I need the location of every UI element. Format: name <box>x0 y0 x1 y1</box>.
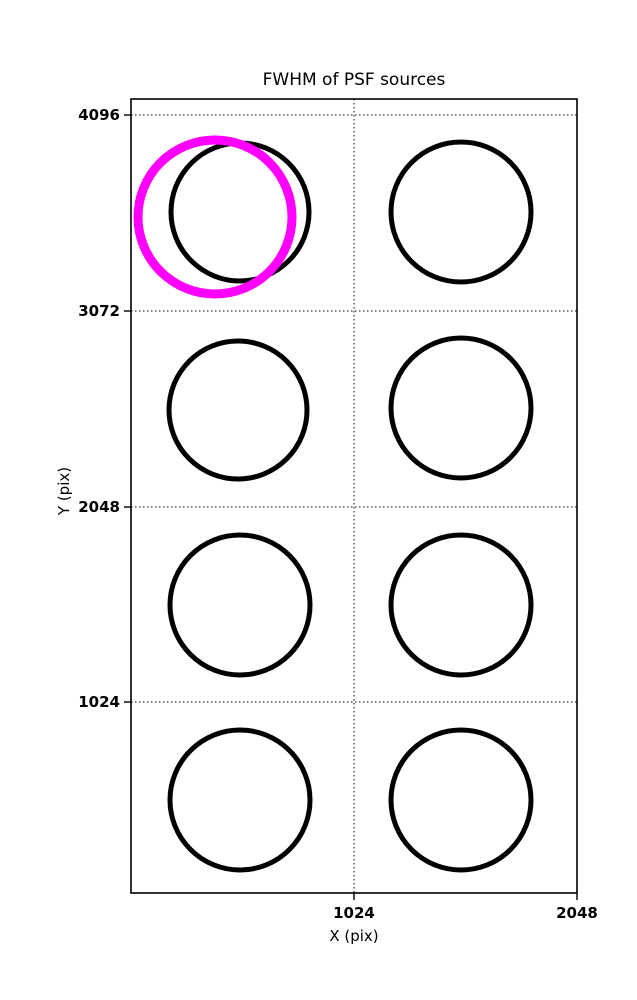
x-axis-label: X (pix) <box>329 927 379 945</box>
psf-source-marker <box>388 727 534 873</box>
ytick-label-1024: 1024 <box>78 693 120 711</box>
highlighted-source-marker <box>133 135 297 299</box>
psf-source-marker <box>167 727 313 873</box>
ytick-label-2048: 2048 <box>78 498 120 516</box>
psf-source-marker <box>388 139 534 285</box>
ytick-label-3072: 3072 <box>78 302 120 320</box>
psf-source-markers <box>166 139 534 873</box>
tick-marks <box>124 114 578 900</box>
psf-source-marker <box>167 532 313 678</box>
grid-lines <box>131 99 577 893</box>
psf-source-marker <box>166 338 310 482</box>
highlighted-source-marker-group <box>133 135 297 299</box>
xtick-label-1024: 1024 <box>333 904 375 922</box>
xtick-label-2048: 2048 <box>556 904 598 922</box>
y-axis-label: Y (pix) <box>55 466 73 516</box>
chart-title: FWHM of PSF sources <box>262 70 446 90</box>
psf-source-marker <box>388 335 534 481</box>
ytick-label-4096: 4096 <box>78 106 120 124</box>
psf-source-marker <box>388 532 534 678</box>
